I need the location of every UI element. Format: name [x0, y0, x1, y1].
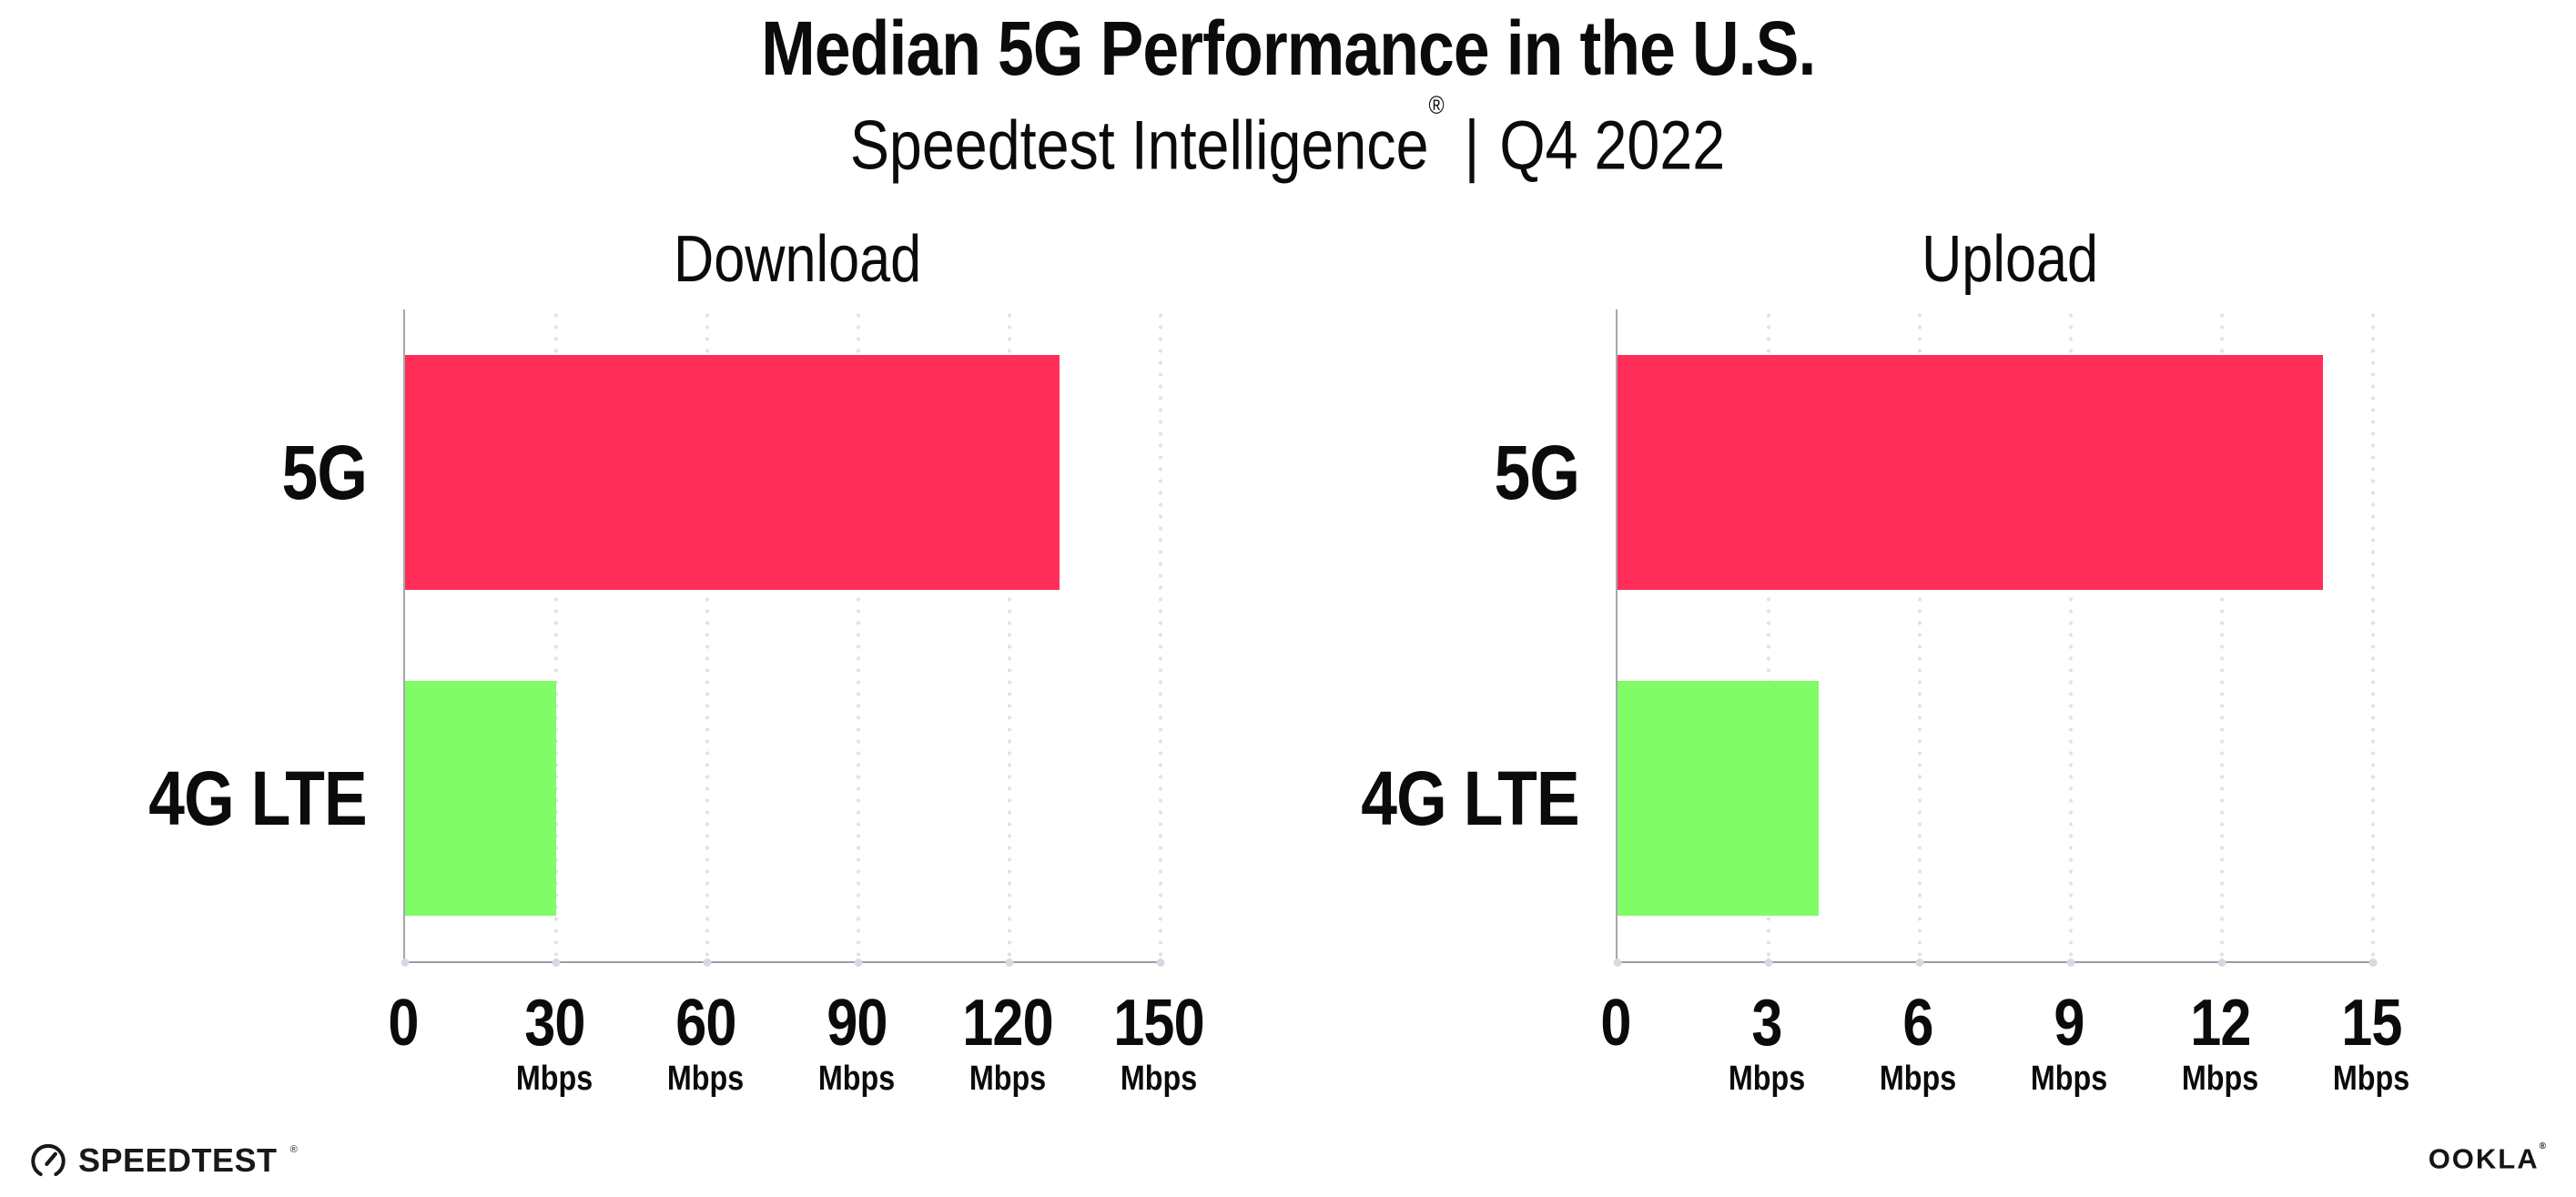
axis-tick-dot-30 [552, 959, 561, 967]
x-tick-label-90: 90 Mbps [817, 987, 896, 1098]
x-tick-label-0: 0 [388, 987, 419, 1060]
bar-4g-lte [405, 681, 556, 916]
gridline-12 [2220, 309, 2224, 961]
page-subtitle-text: Speedtest Intelligence® | Q4 2022 [850, 91, 1725, 191]
axis-tick-dot-90 [854, 959, 863, 967]
page-title-text: Median 5G Performance in the U.S. [760, 5, 1816, 91]
speedtest-gauge-icon [31, 1143, 66, 1176]
registered-trademark-symbol: ® [1429, 90, 1445, 119]
axis-tick-dot-3 [1764, 959, 1773, 967]
ookla-registered-symbol: ® [2539, 1141, 2546, 1151]
axis-tick-dot-12 [2217, 959, 2226, 967]
category-label-5g: 5G [1494, 430, 1579, 515]
category-label-4g-lte: 4G LTE [1361, 756, 1579, 841]
x-tick-label-15: 15 Mbps [2332, 987, 2410, 1098]
x-tick-label-0: 0 [1600, 987, 1631, 1060]
speedtest-trademark-symbol: ® [289, 1144, 298, 1155]
axis-tick-dot-9 [2066, 959, 2075, 967]
x-tick-label-9: 9 Mbps [2030, 987, 2108, 1098]
bar-4g-lte [1618, 681, 1820, 916]
axis-tick-dot-60 [703, 959, 712, 967]
axis-tick-dot-6 [1915, 959, 1924, 967]
upload-chart-title: Upload [1616, 218, 2404, 300]
speedtest-wordmark: SPEEDTEST [78, 1141, 278, 1179]
category-label-4g-lte: 4G LTE [148, 756, 367, 841]
subtitle-product: Speedtest Intelligence [850, 107, 1430, 185]
category-labels: 5G 4G LTE [76, 309, 367, 961]
axis-tick-dot-15 [2368, 959, 2378, 967]
ookla-logo: OOKLA® [2429, 1140, 2546, 1175]
download-chart: Download 5G 4G LTE 0 30 Mbps 60 Mbps 90 Mbps 120… [148, 218, 1204, 1111]
gridline-90 [857, 309, 860, 961]
upload-chart-title-text: Upload [1922, 223, 2098, 296]
gridline-60 [705, 309, 709, 961]
gridline-9 [2069, 309, 2073, 961]
gridline-150 [1159, 309, 1162, 961]
x-axis-ticks: 0 30 Mbps 60 Mbps 90 Mbps 120 Mbps 150 Mbps [388, 987, 1204, 1100]
x-tick-label-60: 60 Mbps [666, 987, 745, 1098]
bar-5g [1618, 355, 2323, 590]
gridline-15 [2371, 309, 2375, 961]
page-title: Median 5G Performance in the U.S. [0, 5, 2576, 91]
plot-area [1613, 309, 2378, 967]
speedtest-logo: SPEEDTEST ® [30, 1141, 298, 1180]
download-chart-title-text: Download [673, 223, 922, 296]
plot-area [401, 309, 1165, 967]
gridline-6 [1918, 309, 1922, 961]
subtitle-period: Q4 2022 [1499, 107, 1726, 185]
x-tick-label-120: 120 Mbps [962, 987, 1053, 1098]
x-tick-label-30: 30 Mbps [515, 987, 593, 1098]
category-label-5g: 5G [281, 430, 367, 515]
page-subtitle: Speedtest Intelligence® | Q4 2022 [0, 91, 2576, 191]
gridline-3 [1767, 309, 1770, 961]
axis-tick-dot-0 [1613, 959, 1622, 967]
x-tick-label-150: 150 Mbps [1113, 987, 1204, 1098]
gridline-30 [554, 309, 558, 961]
category-labels: 5G 4G LTE [1288, 309, 1579, 961]
x-axis-ticks: 0 3 Mbps 6 Mbps 9 Mbps 12 Mbps 15 Mbps [1600, 987, 2409, 1100]
axis-tick-dot-120 [1005, 959, 1014, 967]
subtitle-separator: | [1465, 107, 1480, 185]
x-tick-label-3: 3 Mbps [1728, 987, 1806, 1098]
x-tick-label-6: 6 Mbps [1879, 987, 1957, 1098]
x-tick-label-12: 12 Mbps [2181, 987, 2259, 1098]
ookla-wordmark: OOKLA [2428, 1142, 2540, 1175]
upload-chart: Upload 5G 4G LTE 0 3 Mbps 6 Mbps 9 Mbps 12 Mbps 15… [1361, 218, 2409, 1111]
download-chart-title: Download [403, 218, 1192, 300]
bar-5g [405, 355, 1060, 590]
axis-tick-dot-150 [1156, 959, 1165, 967]
axis-tick-dot-0 [401, 959, 410, 967]
gridline-120 [1008, 309, 1011, 961]
